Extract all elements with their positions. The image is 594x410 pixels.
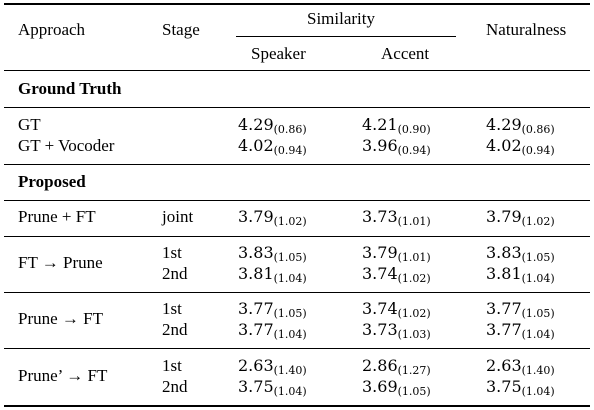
row-gtvoc-approach: GT + Vocoder: [18, 136, 115, 155]
row-primeft2-accent: 3.69(1.05): [362, 377, 431, 398]
row-primeft2-speaker: 3.75(1.04): [238, 377, 307, 398]
row-pruneft-speaker: 3.79(1.02): [238, 207, 307, 228]
row-pruneft-stage: joint: [162, 207, 194, 226]
row-gtvoc-naturalness: 4.02(0.94): [486, 136, 555, 157]
row-divider-1: [4, 236, 590, 237]
row-primeft1-accent: 2.86(1.27): [362, 356, 431, 377]
section-divider-rule: [4, 164, 590, 165]
row-pruneft1-naturalness: 3.77(1.05): [486, 299, 555, 320]
proposed-rule: [4, 200, 590, 201]
row-primeft2-stage: 2nd: [162, 377, 188, 396]
row-primeft2-naturalness: 3.75(1.04): [486, 377, 555, 398]
row-pruneft1-accent: 3.74(1.02): [362, 299, 431, 320]
header-bottom-rule: [4, 70, 590, 71]
row-ftprune1-speaker: 3.83(1.05): [238, 243, 307, 264]
header-similarity: Similarity: [307, 9, 375, 28]
row-ftprune2-accent: 3.74(1.02): [362, 264, 431, 285]
header-accent: Accent: [381, 44, 430, 63]
row-pruneft-approach: Prune + FT: [18, 207, 96, 226]
row-gt-accent: 4.21(0.90): [362, 115, 431, 136]
section-ground-truth: Ground Truth: [18, 79, 122, 98]
row-gt-approach: GT: [18, 115, 41, 134]
row-divider-3: [4, 348, 590, 349]
row-pruneft2-speaker: 3.77(1.04): [238, 320, 307, 341]
row-primeft1-naturalness: 2.63(1.40): [486, 356, 555, 377]
row-pruneft2-stage: 2nd: [162, 320, 188, 339]
row-primeft1-speaker: 2.63(1.40): [238, 356, 307, 377]
row-ftprune-approach: FT → Prune: [18, 253, 103, 272]
header-naturalness: Naturalness: [486, 20, 567, 39]
row-gtvoc-accent: 3.96(0.94): [362, 136, 431, 157]
row-primeft1-stage: 1st: [162, 356, 182, 375]
top-rule: [4, 3, 590, 5]
bottom-rule: [4, 405, 590, 407]
header-stage: Stage: [162, 20, 200, 39]
row-ftprune1-stage: 1st: [162, 243, 182, 262]
row-divider-2: [4, 292, 590, 293]
row-pruneft1-speaker: 3.77(1.05): [238, 299, 307, 320]
row-pruneft-accent: 3.73(1.01): [362, 207, 431, 228]
row-ftprune1-accent: 3.79(1.01): [362, 243, 431, 264]
row-pruneft1-stage: 1st: [162, 299, 182, 318]
row-pruneft2-naturalness: 3.77(1.04): [486, 320, 555, 341]
header-speaker: Speaker: [251, 44, 306, 63]
row-ftprune1-naturalness: 3.83(1.05): [486, 243, 555, 264]
row-gt-speaker: 4.29(0.86): [238, 115, 307, 136]
header-approach: Approach: [18, 20, 86, 39]
row-gtvoc-speaker: 4.02(0.94): [238, 136, 307, 157]
section-proposed: Proposed: [18, 172, 86, 191]
row-ftprune2-speaker: 3.81(1.04): [238, 264, 307, 285]
row-gt-naturalness: 4.29(0.86): [486, 115, 555, 136]
row-prunethenft-approach: Prune → FT: [18, 309, 103, 328]
row-ftprune2-stage: 2nd: [162, 264, 188, 283]
similarity-underline: [236, 36, 456, 37]
ground-truth-rule: [4, 107, 590, 108]
row-primeft-approach: Prune’ → FT: [18, 366, 108, 385]
row-pruneft-naturalness: 3.79(1.02): [486, 207, 555, 228]
row-pruneft2-accent: 3.73(1.03): [362, 320, 431, 341]
row-ftprune2-naturalness: 3.81(1.04): [486, 264, 555, 285]
